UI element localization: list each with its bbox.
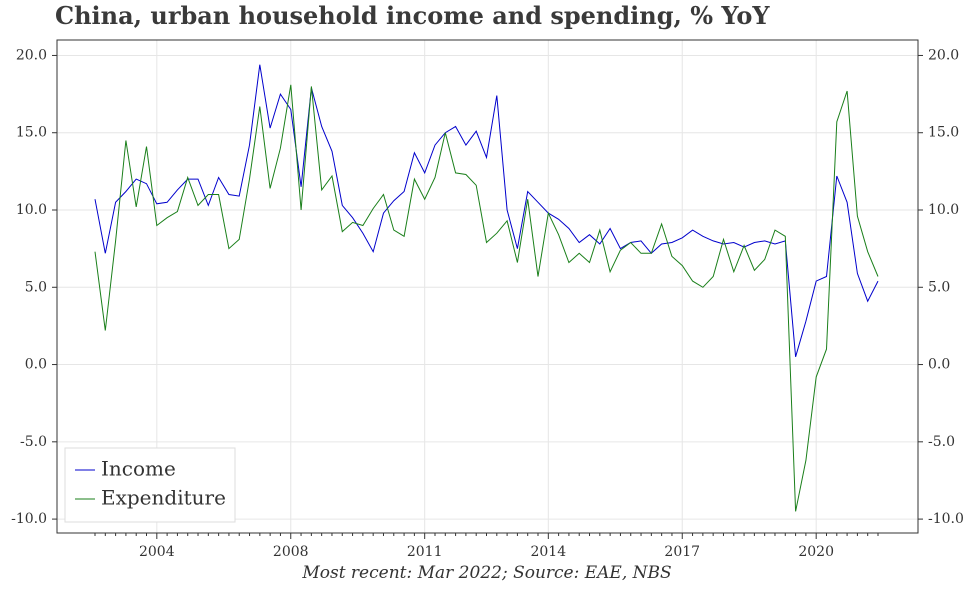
y-tick-label: -5.0 — [20, 434, 47, 450]
x-tick-label: 2004 — [139, 544, 175, 560]
y-tick-label: 0.0 — [25, 357, 47, 373]
y-tick-label: 15.0 — [16, 125, 47, 141]
x-tick-label: 2020 — [798, 544, 834, 560]
plot-frame — [56, 39, 919, 534]
legend-label: Income — [101, 457, 176, 481]
legend: Income Expenditure — [64, 447, 236, 523]
y-tick-label: 10.0 — [16, 202, 47, 218]
y-tick-label: 5.0 — [25, 279, 47, 295]
footnote: Most recent: Mar 2022; Source: EAE, NBS — [301, 563, 671, 583]
x-tick-label: 2017 — [664, 544, 700, 560]
y-tick-label: -10.0 — [11, 511, 47, 527]
line-series — [94, 64, 879, 357]
y2-tick-label: 20.0 — [928, 47, 959, 63]
y2-tick-label: 0.0 — [928, 357, 950, 373]
legend-box — [64, 447, 236, 523]
y2-tick-label: -5.0 — [928, 434, 955, 450]
legend-label: Expenditure — [101, 486, 226, 510]
x-tick-label: 2014 — [530, 544, 566, 560]
y2-tick-label: 10.0 — [928, 202, 959, 218]
y2-tick-label: 15.0 — [928, 125, 959, 141]
y2-tick-label: -10.0 — [928, 511, 964, 527]
x-tick-label: 2011 — [407, 544, 443, 560]
x-tick-label: 2008 — [273, 544, 309, 560]
y2-tick-label: 5.0 — [928, 279, 950, 295]
line-series — [94, 84, 879, 512]
chart-title: China, urban household income and spendi… — [55, 1, 770, 30]
y-tick-label: 20.0 — [16, 47, 47, 63]
